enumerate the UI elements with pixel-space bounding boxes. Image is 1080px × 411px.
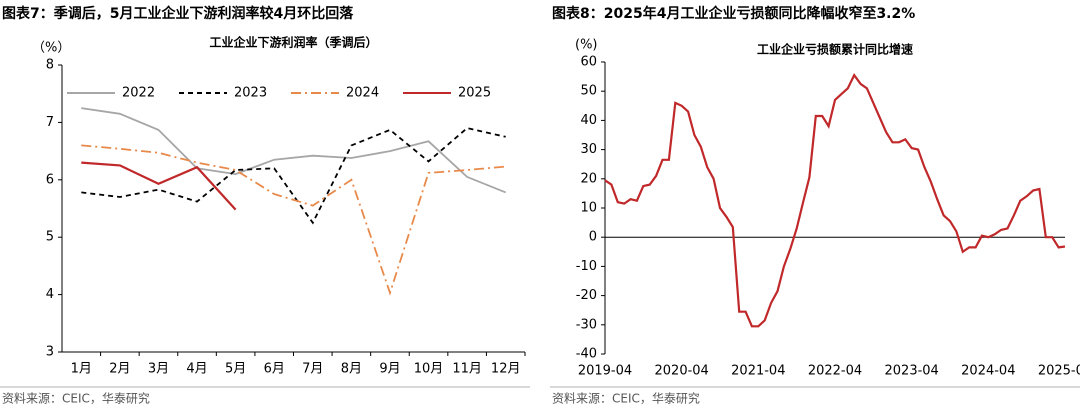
x-tick-label: 2025-04 — [1038, 364, 1080, 379]
x-tick-label: 2020-04 — [655, 364, 709, 379]
x-tick-label: 2月 — [109, 362, 130, 377]
y-tick-label: 8 — [46, 58, 54, 73]
chart-title: 工业企业亏损额累计同比增速 — [757, 42, 913, 57]
x-tick-label: 9月 — [379, 362, 400, 377]
y-tick-label: -30 — [576, 317, 597, 332]
y-tick-label: -10 — [576, 259, 597, 274]
x-tick-label: 2022-04 — [808, 364, 862, 379]
legend-label: 2025 — [458, 86, 491, 101]
y-tick-label: 10 — [580, 201, 597, 216]
x-tick-label: 10月 — [414, 362, 444, 377]
x-tick-label: 6月 — [264, 362, 285, 377]
series-line — [604, 72, 1066, 328]
x-tick-label: 8月 — [341, 362, 362, 377]
y-tick-label: 30 — [580, 142, 597, 157]
legend-label: 2022 — [122, 86, 155, 101]
x-tick-label: 2023-04 — [885, 364, 939, 379]
series-line — [81, 107, 507, 194]
x-tick-label: 4月 — [186, 362, 207, 377]
y-tick-label: 3 — [46, 345, 54, 360]
x-tick-label: 1月 — [71, 362, 92, 377]
y-tick-label: 5 — [46, 230, 54, 245]
source: 资料来源：CEIC，华泰研究 — [2, 391, 150, 406]
x-tick-label: 5月 — [225, 362, 246, 377]
source: 资料来源：CEIC，华泰研究 — [552, 391, 700, 406]
x-tick-label: 2021-04 — [731, 364, 785, 379]
y-tick-label: 50 — [580, 84, 597, 99]
y-tick-label: 7 — [46, 115, 54, 130]
y-tick-label: -40 — [576, 347, 597, 362]
y-unit: (%) — [575, 38, 598, 53]
x-tick-label: 2024-04 — [961, 364, 1015, 379]
x-tick-label: 11月 — [452, 362, 482, 377]
legend-label: 2024 — [346, 86, 379, 101]
figure-header: 图表7：季调后，5月工业企业下游利润率较4月环比回落 — [2, 5, 354, 22]
x-tick-label: 3月 — [148, 362, 169, 377]
y-tick-label: 20 — [580, 171, 597, 186]
series-line — [81, 144, 506, 296]
series-line — [81, 127, 506, 225]
y-tick-label: -20 — [576, 288, 597, 303]
x-tick-label: 2019-04 — [578, 364, 632, 379]
figure-header: 图表8：2025年4月工业企业亏损额同比降幅收窄至3.2% — [552, 5, 915, 22]
y-tick-label: 6 — [46, 172, 54, 187]
y-tick-label: 60 — [580, 55, 597, 70]
y-tick-label: 4 — [46, 287, 54, 302]
series-line — [81, 161, 237, 211]
y-tick-label: 40 — [580, 113, 597, 128]
x-tick-label: 12月 — [491, 362, 521, 377]
y-tick-label: 0 — [589, 230, 597, 245]
legend-label: 2023 — [234, 86, 267, 101]
y-unit: （%） — [32, 41, 70, 56]
chart-title: 工业企业下游利润率（季调后） — [209, 35, 377, 50]
x-tick-label: 7月 — [302, 362, 323, 377]
